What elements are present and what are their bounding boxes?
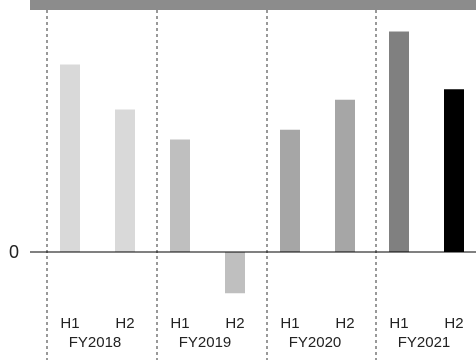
y-tick-label-zero: 0 — [9, 242, 19, 262]
bar-fy2018-h2 — [115, 109, 135, 252]
bar-fy2020-h2 — [335, 99, 355, 252]
bar-fy2020-h1 — [280, 129, 300, 252]
x-tick-label-fy2020-h2: H2 — [335, 315, 354, 332]
x-tick-label-fy2018-h2: H2 — [115, 315, 134, 332]
x-axis-labels: H1 H2 FY2018 H1 H2 FY2019 H1 H2 FY2020 H1 H2 FY2021 — [60, 315, 463, 351]
bars — [60, 31, 464, 294]
x-tick-label-fy2021-h1: H1 — [389, 315, 408, 332]
x-tick-label-fy2018-h1: H1 — [60, 315, 79, 332]
bar-fy2019-h2 — [225, 252, 245, 294]
x-tick-label-fy2019-h2: H2 — [225, 315, 244, 332]
bar-fy2021-h1 — [389, 31, 409, 252]
x-tick-label-fy2020-h1: H1 — [280, 315, 299, 332]
top-border — [30, 0, 476, 10]
x-group-label-fy2021: FY2021 — [398, 334, 451, 351]
x-tick-label-fy2021-h2: H2 — [444, 315, 463, 332]
x-group-label-fy2019: FY2019 — [179, 334, 232, 351]
bar-fy2019-h1 — [170, 139, 190, 252]
bar-fy2021-h2 — [444, 89, 464, 252]
x-tick-label-fy2019-h1: H1 — [170, 315, 189, 332]
group-separators — [46, 10, 377, 360]
x-group-label-fy2020: FY2020 — [289, 334, 342, 351]
bar-fy2018-h1 — [60, 64, 80, 252]
x-group-label-fy2018: FY2018 — [69, 334, 122, 351]
